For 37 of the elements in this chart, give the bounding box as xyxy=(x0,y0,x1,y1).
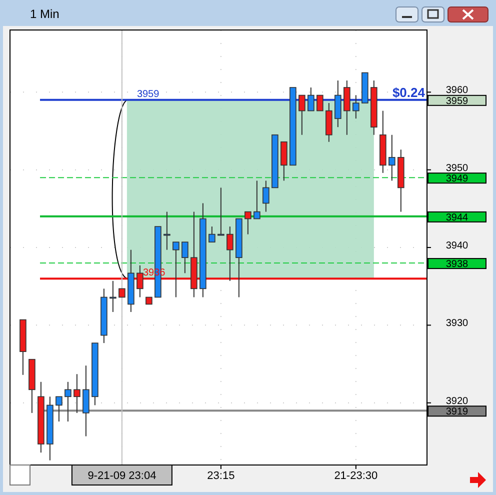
candlestick xyxy=(64,381,72,422)
ref-line-label: 3938 xyxy=(446,259,469,270)
ref-line-label: 3944 xyxy=(446,212,469,224)
annotation: 3959 xyxy=(136,88,160,100)
candlestick xyxy=(388,134,396,182)
candlestick xyxy=(56,396,62,422)
candlestick xyxy=(182,242,188,274)
candlestick xyxy=(262,180,270,212)
candlestick xyxy=(244,211,252,235)
candlestick xyxy=(208,226,216,243)
ref-line-label: 3949 xyxy=(446,174,469,185)
ref-line-label: 3919 xyxy=(446,406,469,418)
candlestick xyxy=(308,86,314,112)
y-tick-label: 3950 xyxy=(446,162,469,174)
x-tick-label: 9-21-09 23:04 xyxy=(88,470,156,482)
y-tick-label: 3960 xyxy=(446,85,469,96)
candlestick xyxy=(172,242,180,298)
chart-title: 1 Min xyxy=(30,7,60,21)
candlestick xyxy=(110,280,116,312)
x-tick-label: 21-23:30 xyxy=(334,470,378,482)
candlestick xyxy=(298,94,306,136)
y-tick-label: 3930 xyxy=(446,318,469,330)
ref-line-label: 3959 xyxy=(446,96,469,107)
candlestick xyxy=(218,187,224,236)
candlestick xyxy=(334,80,342,128)
candlestick xyxy=(352,94,360,120)
annotation: $0.24 xyxy=(392,84,426,100)
y-tick-label: 3920 xyxy=(446,396,469,407)
candlestick xyxy=(344,80,350,136)
candlestick xyxy=(316,94,324,112)
candlestick xyxy=(254,180,260,220)
candlestick xyxy=(82,365,90,437)
candlestick xyxy=(164,211,170,250)
candlestick xyxy=(74,374,80,414)
candlestick xyxy=(280,141,288,182)
x-tick-label: 23:15 xyxy=(207,470,235,482)
y-tick-label: 3940 xyxy=(446,240,469,252)
